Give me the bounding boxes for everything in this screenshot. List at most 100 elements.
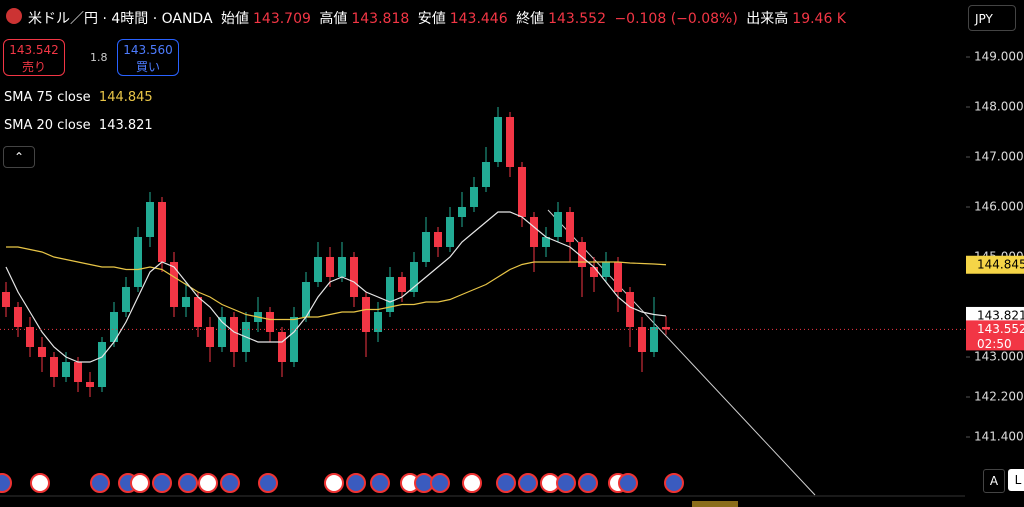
candle-body [638, 327, 646, 352]
y-tick-label: 147.000 [974, 150, 1024, 164]
collapse-button[interactable]: ⌃ [3, 146, 35, 168]
change: −0.108 (−0.08%) [614, 11, 738, 27]
candle-body [386, 277, 394, 312]
candle-body [530, 217, 538, 247]
last-price-label: 143.552 [977, 322, 1024, 336]
event-icon [430, 473, 450, 493]
sell-button[interactable]: 143.542 売り [3, 39, 65, 76]
candle-body [278, 332, 286, 362]
candle-body [566, 212, 574, 242]
candle-body [506, 117, 514, 167]
candle-body [122, 287, 130, 312]
candle-body [626, 292, 634, 327]
candle-body [2, 292, 10, 307]
candle-body [590, 267, 598, 277]
buy-button[interactable]: 143.560 買い [117, 39, 179, 76]
candle-body [410, 262, 418, 292]
candle-body [614, 262, 622, 292]
candle-body [266, 312, 274, 332]
candle-body [362, 297, 370, 332]
candle-body [446, 217, 454, 247]
event-icon [556, 473, 576, 493]
y-tick-label: 149.000 [974, 50, 1024, 64]
candle-body [134, 237, 142, 287]
candle-body [206, 327, 214, 347]
label: 終値 [516, 11, 545, 27]
time-marker [692, 501, 738, 507]
candle-body [338, 257, 346, 277]
event-icon [346, 473, 366, 493]
auto-scale-button[interactable]: A [983, 469, 1005, 493]
candle-body [50, 357, 58, 377]
candle-body [398, 277, 406, 292]
value: 143.446 [449, 11, 508, 27]
candle-body [14, 307, 22, 327]
candle-body [158, 202, 166, 262]
candle-body [326, 257, 334, 277]
candle-body [194, 297, 202, 327]
event-icon [178, 473, 198, 493]
label: 高値 [319, 11, 348, 27]
event-icon [152, 473, 172, 493]
candle-body [146, 202, 154, 237]
event-icon [618, 473, 638, 493]
candle-body [482, 162, 490, 187]
sell-label: 売り [21, 60, 46, 74]
candle-body [350, 257, 358, 297]
candle-body [602, 262, 610, 277]
candle-body [62, 362, 70, 377]
value: 143.818 [351, 11, 410, 27]
candle-body [98, 342, 106, 387]
flag-icon [6, 8, 22, 24]
log-scale-button[interactable]: L [1008, 469, 1024, 491]
event-icon [462, 473, 482, 493]
candle-body [470, 187, 478, 207]
value: 19.46 K [792, 11, 846, 27]
y-tick-label: 146.000 [974, 200, 1024, 214]
event-icon [0, 473, 12, 493]
legend-name: SMA 20 close [4, 118, 91, 133]
header: 米ドル／円 · 4時間 · OANDA 始値 143.709 高値 143.818 … [28, 8, 850, 28]
candle-body [374, 312, 382, 332]
sma75-price-label: 144.845 [977, 257, 1024, 271]
spread: 1.8 [90, 51, 108, 64]
currency-button[interactable]: JPY [968, 5, 1016, 31]
candle-body [290, 317, 298, 362]
candle-body [458, 207, 466, 217]
sma-line [5, 211, 667, 363]
candle-body [182, 297, 190, 307]
label: 安値 [417, 11, 446, 27]
candle-body [650, 327, 658, 352]
y-tick-label: 141.400 [974, 430, 1024, 444]
value: 143.552 [548, 11, 606, 27]
candle-body [86, 382, 94, 387]
event-icon [130, 473, 150, 493]
buy-label: 買い [135, 60, 160, 74]
candle-body [74, 362, 82, 382]
candle-body [542, 237, 550, 247]
candle-body [554, 212, 562, 237]
event-icon [90, 473, 110, 493]
candle-body [578, 242, 586, 267]
candle-body [494, 117, 502, 162]
value: 143.709 [253, 11, 311, 27]
candle-body [518, 167, 526, 217]
y-tick-label: 143.000 [974, 350, 1024, 364]
label: 始値 [221, 11, 249, 27]
candle-body [302, 282, 310, 317]
label: 出来高 [746, 11, 789, 27]
candle-body [26, 327, 34, 347]
legend-item: SMA 20 close 143.821 [4, 118, 153, 133]
event-icon [578, 473, 598, 493]
price-axis-bg [966, 0, 1024, 507]
event-icon [370, 473, 390, 493]
event-icon [664, 473, 684, 493]
candle-body [434, 232, 442, 247]
legend-value: 143.821 [98, 118, 153, 133]
last-price-bg [966, 320, 1024, 351]
sell-price: 143.542 [9, 43, 59, 57]
countdown: 02:50 [977, 337, 1012, 351]
y-tick-label: 142.200 [974, 390, 1024, 404]
